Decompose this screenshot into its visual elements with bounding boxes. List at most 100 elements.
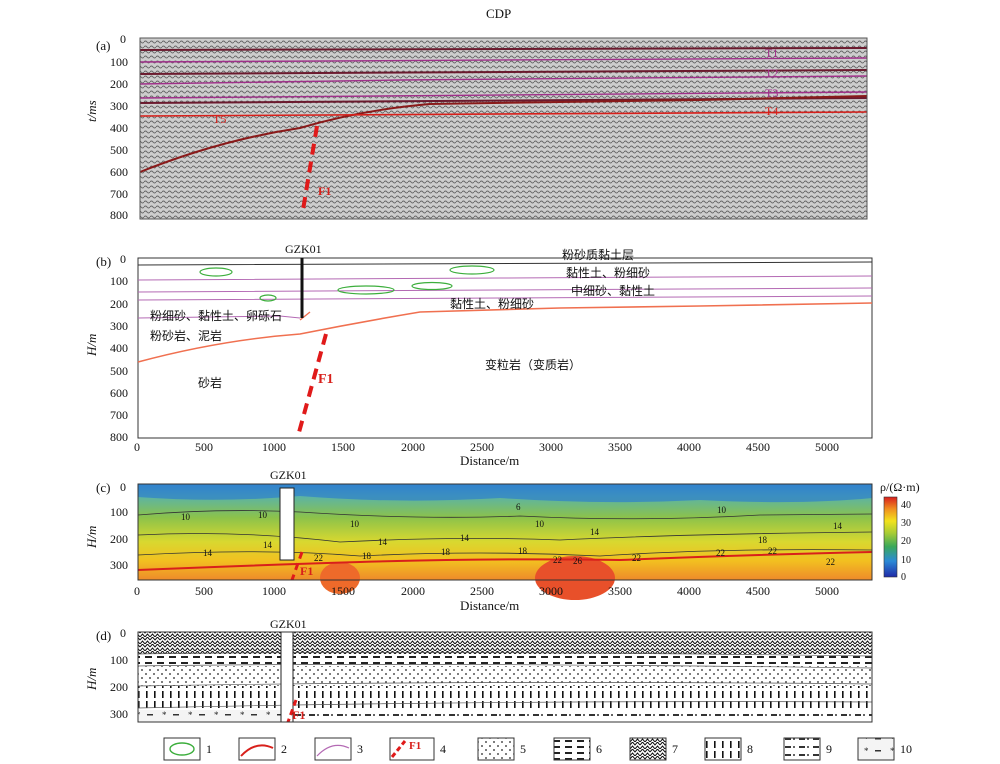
b-ytick: 700 xyxy=(110,408,128,422)
b-xtick: 2500 xyxy=(470,440,494,454)
contour-label: 10 xyxy=(717,505,726,515)
contour-label: 14 xyxy=(590,527,599,537)
panel-b-ylabel: H/m xyxy=(84,333,99,356)
panel-a-ylabel: t/ms xyxy=(84,100,99,122)
unit-label: 变粒岩（变质岩） xyxy=(485,358,582,372)
unit-label: 黏性土、粉细砂 xyxy=(566,266,651,280)
b-xtick: 2000 xyxy=(401,440,425,454)
unit-label: 黏性土、粉细砂 xyxy=(450,297,535,311)
borehole-label: GZK01 xyxy=(270,617,307,631)
contour-label: 22 xyxy=(553,555,562,565)
c-xlabel: Distance/m xyxy=(460,598,520,613)
b-ytick: 600 xyxy=(110,386,128,400)
b-ytick: 200 xyxy=(110,297,128,311)
fault-label: F1 xyxy=(300,564,314,578)
c-xtick: 2000 xyxy=(401,584,425,598)
panel-c-label: (c) xyxy=(96,480,111,495)
legend-fault-label: F1 xyxy=(409,740,422,752)
b-xtick: 1000 xyxy=(262,440,286,454)
horizon-label: T5 xyxy=(213,112,227,126)
c-xtick: 0 xyxy=(134,584,140,598)
contour-label: 14 xyxy=(203,548,212,558)
a-ytick: 100 xyxy=(110,55,128,69)
fault-label: F1 xyxy=(292,708,306,722)
c-xtick: 500 xyxy=(195,584,213,598)
legend-number: 4 xyxy=(440,742,446,756)
b-xtick: 4500 xyxy=(746,440,770,454)
b-xtick: 3000 xyxy=(539,440,563,454)
a-ytick: 800 xyxy=(110,208,128,222)
unit-label: 砂岩 xyxy=(198,376,223,390)
contour-label: 14 xyxy=(263,540,272,550)
c-ytick: 100 xyxy=(110,505,128,519)
b-ytick: 300 xyxy=(110,319,128,333)
panel-d-lithology-section xyxy=(137,631,873,723)
c-xtick: 2500 xyxy=(470,584,494,598)
b-xtick: 5000 xyxy=(815,440,839,454)
c-xtick: 3000 xyxy=(539,584,563,598)
b-ytick: 400 xyxy=(110,341,128,355)
unit-label: 粉细砂、黏性土、卵砾石 xyxy=(150,309,283,323)
c-xtick: 3500 xyxy=(608,584,632,598)
b-xlabel: Distance/m xyxy=(460,453,520,468)
contour-label: 22 xyxy=(716,548,725,558)
colorbar-tick: 40 xyxy=(901,500,911,511)
panel-a-label: (a) xyxy=(96,38,111,53)
b-ytick: 800 xyxy=(110,430,128,444)
b-xtick: 500 xyxy=(195,440,213,454)
b-xtick: 3500 xyxy=(608,440,632,454)
c-xtick: 1500 xyxy=(331,584,355,598)
legend-number: 7 xyxy=(672,742,678,756)
horizon-label: T3 xyxy=(765,86,779,100)
c-ytick: 200 xyxy=(110,532,128,546)
contour-label: 14 xyxy=(460,533,469,543)
legend-number: 10 xyxy=(900,742,912,756)
contour-label: 14 xyxy=(378,537,387,547)
contour-label: 6 xyxy=(516,502,521,512)
c-ytick: 300 xyxy=(110,558,128,572)
a-ytick: 600 xyxy=(110,165,128,179)
c-xtick: 1000 xyxy=(262,584,286,598)
panel-b-geology-section xyxy=(137,257,873,439)
panel-d-ylabel: H/m xyxy=(84,667,99,690)
panel-a-seismic-section xyxy=(139,37,868,220)
b-ytick: 0 xyxy=(120,252,126,266)
legend-number: 6 xyxy=(596,742,602,756)
unit-label: 粉砂质黏土层 xyxy=(562,248,635,262)
contour-label: 14 xyxy=(833,521,842,531)
panel-c-ylabel: H/m xyxy=(84,525,99,548)
legend-swatches xyxy=(163,737,895,761)
contour-label: 10 xyxy=(181,512,190,522)
d-ytick: 100 xyxy=(110,653,128,667)
contour-label: 22 xyxy=(632,553,641,563)
contour-label: 10 xyxy=(258,510,267,520)
legend-number: 9 xyxy=(826,742,832,756)
panel-d-label: (d) xyxy=(96,628,112,643)
unit-label: 粉砂岩、泥岩 xyxy=(150,329,223,343)
a-ytick: 500 xyxy=(110,143,128,157)
colorbar-tick: 0 xyxy=(901,572,906,583)
legend-number: 1 xyxy=(206,742,212,756)
colorbar xyxy=(883,496,898,578)
b-xtick: 0 xyxy=(134,440,140,454)
a-ytick: 0 xyxy=(120,32,126,46)
borehole-label: GZK01 xyxy=(270,468,307,482)
c-xtick: 4000 xyxy=(677,584,701,598)
a-ytick: 300 xyxy=(110,99,128,113)
contour-label: 18 xyxy=(758,535,767,545)
panel-c-resistivity-section xyxy=(137,483,898,600)
fault-label: F1 xyxy=(318,372,334,387)
contour-label: 22 xyxy=(826,557,835,567)
panel-b-label: (b) xyxy=(96,254,112,269)
legend-number: 5 xyxy=(520,742,526,756)
a-ytick: 200 xyxy=(110,77,128,91)
b-ytick: 100 xyxy=(110,274,128,288)
c-ytick: 0 xyxy=(120,480,126,494)
a-ytick: 400 xyxy=(110,121,128,135)
figure-title: CDP xyxy=(486,6,512,21)
colorbar-tick: 10 xyxy=(901,555,911,566)
contour-label: 26 xyxy=(573,556,582,566)
d-ytick: 0 xyxy=(120,626,126,640)
colorbar-tick: 20 xyxy=(901,536,911,547)
